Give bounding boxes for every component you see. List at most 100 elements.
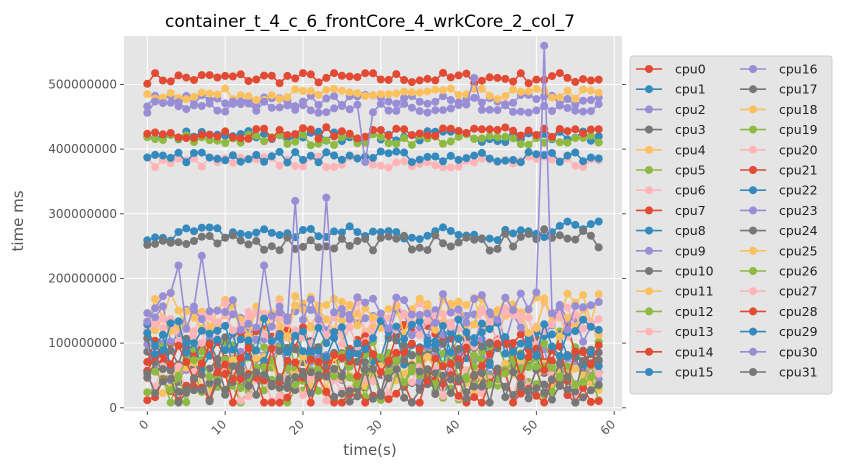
data-point [174, 317, 183, 326]
data-point [143, 102, 152, 111]
data-point [244, 231, 253, 239]
data-point [392, 158, 401, 167]
series-cpu0 [143, 68, 603, 88]
data-point [555, 332, 564, 341]
legend-swatch-marker [645, 368, 653, 376]
data-point [392, 322, 401, 331]
data-point [236, 157, 245, 166]
data-point [477, 234, 486, 243]
data-point [548, 387, 556, 396]
data-point [384, 139, 393, 148]
data-point [166, 337, 175, 346]
data-point [236, 396, 245, 405]
data-point [221, 322, 230, 331]
data-point [423, 108, 432, 117]
data-point [407, 158, 416, 167]
data-point [384, 305, 393, 314]
data-point [330, 132, 339, 141]
data-point [197, 102, 206, 110]
data-point [213, 306, 222, 315]
legend-item-cpu0: cpu0 [636, 62, 706, 77]
data-point [392, 293, 401, 302]
data-point [485, 339, 494, 348]
data-point [571, 327, 580, 336]
data-point [228, 231, 237, 240]
data-point [267, 398, 276, 407]
data-point [470, 158, 479, 167]
data-point [407, 351, 416, 360]
data-point [330, 141, 339, 149]
data-point [423, 309, 432, 318]
legend-swatch-marker [645, 287, 653, 296]
data-point [407, 141, 416, 150]
data-point [524, 305, 533, 314]
data-point [244, 344, 253, 352]
data-point [540, 380, 549, 389]
data-point [509, 134, 518, 143]
data-point [345, 373, 354, 382]
data-point [423, 299, 432, 308]
data-point [306, 374, 315, 383]
data-point [228, 356, 237, 364]
data-point [384, 324, 393, 333]
legend-label: cpu11 [675, 284, 714, 299]
data-point [400, 310, 409, 319]
legend-item-cpu8: cpu8 [636, 223, 706, 238]
data-point [306, 295, 315, 304]
data-point [485, 132, 494, 141]
data-point [470, 294, 479, 303]
data-point [330, 227, 339, 236]
data-point [291, 148, 300, 157]
data-point [415, 97, 424, 106]
data-point [555, 231, 564, 240]
data-point [158, 389, 167, 398]
legend-swatch-marker [749, 145, 757, 154]
data-point [509, 368, 518, 377]
data-point [236, 70, 245, 79]
data-point [415, 367, 424, 376]
data-point [501, 393, 510, 402]
data-point [400, 94, 409, 102]
data-point [174, 71, 183, 80]
data-point [579, 357, 588, 365]
y-tick-label: 500000000 [48, 77, 117, 91]
data-point [586, 76, 595, 85]
data-point [267, 379, 276, 388]
data-point [314, 78, 323, 87]
data-point [485, 246, 494, 255]
data-point [439, 139, 447, 148]
data-point [221, 99, 230, 108]
data-point [213, 377, 222, 386]
data-point [477, 148, 486, 157]
legend-swatch-marker [749, 327, 757, 336]
data-point [563, 95, 572, 103]
data-point [213, 73, 222, 82]
data-point [345, 151, 354, 160]
data-point [205, 329, 214, 338]
data-point [182, 348, 191, 357]
data-point [423, 152, 432, 161]
data-point [594, 75, 603, 84]
data-point [267, 228, 276, 237]
data-point [423, 87, 432, 96]
data-point [322, 387, 331, 396]
data-point [579, 107, 588, 116]
data-point [586, 397, 595, 406]
data-point [322, 301, 331, 309]
data-point [462, 343, 471, 352]
data-point [579, 96, 588, 105]
legend-swatch-marker [645, 206, 653, 215]
data-point [516, 140, 525, 149]
data-point [532, 384, 541, 393]
data-point [306, 225, 315, 233]
data-point [563, 86, 572, 95]
data-point [345, 315, 354, 324]
legend-swatch-marker [749, 186, 757, 195]
data-point [477, 382, 486, 391]
data-point [555, 381, 564, 390]
data-point [190, 227, 198, 236]
data-point [392, 365, 401, 374]
legend-item-cpu26: cpu26 [740, 264, 818, 279]
data-point [143, 388, 152, 397]
data-point [314, 108, 323, 117]
